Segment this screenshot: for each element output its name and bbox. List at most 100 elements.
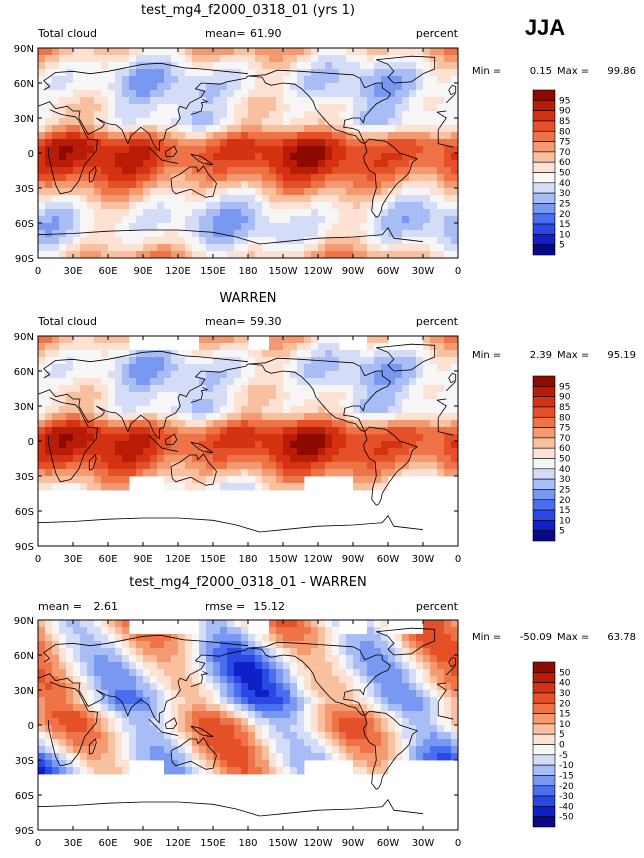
grid-cell: [304, 669, 312, 677]
grid-cell: [45, 188, 53, 196]
grid-cell: [269, 132, 277, 140]
grid-cell: [227, 195, 235, 203]
grid-cell: [437, 392, 445, 400]
grid-cell: [87, 132, 95, 140]
grid-cell: [332, 634, 340, 642]
min-label: Min =: [472, 632, 501, 643]
grid-cell: [444, 413, 452, 421]
grid-cell: [136, 641, 144, 649]
grid-cell: [353, 350, 361, 358]
grid-cell: [185, 448, 193, 456]
grid-cell: [437, 648, 445, 656]
grid-cell: [185, 244, 193, 252]
colorbar-swatch: [532, 764, 556, 776]
grid-cell: [395, 237, 403, 245]
grid-cell: [129, 704, 137, 712]
grid-cell: [297, 216, 305, 224]
grid-cell: [437, 739, 445, 747]
grid-cell: [409, 697, 417, 705]
grid-cell: [136, 718, 144, 726]
grid-cell: [66, 641, 74, 649]
grid-cell: [185, 767, 193, 775]
grid-cell: [178, 434, 186, 442]
grid-cell: [395, 139, 403, 147]
grid-cell: [115, 697, 123, 705]
grid-cell: [94, 760, 102, 768]
grid-cell: [283, 237, 291, 245]
grid-cell: [451, 244, 459, 252]
grid-cell: [339, 448, 347, 456]
grid-cell: [241, 627, 249, 635]
grid-cell: [304, 343, 312, 351]
grid-cell: [283, 655, 291, 663]
grid-cell: [269, 648, 277, 656]
grid-cell: [178, 83, 186, 91]
grid-cell: [367, 690, 375, 698]
grid-cell: [108, 237, 116, 245]
grid-cell: [73, 153, 81, 161]
grid-cell: [220, 697, 228, 705]
grid-cell: [276, 209, 284, 217]
grid-cell: [409, 125, 417, 133]
grid-cell: [388, 223, 396, 231]
grid-cell: [73, 90, 81, 98]
grid-cell: [220, 202, 228, 210]
grid-cell: [80, 378, 88, 386]
colorbar-swatch: [532, 744, 556, 756]
grid-cell: [255, 251, 263, 259]
grid-cell: [178, 104, 186, 112]
grid-cell: [381, 364, 389, 372]
grid-cell: [122, 385, 130, 393]
grid-cell: [73, 223, 81, 231]
grid-cell: [353, 132, 361, 140]
grid-cell: [122, 195, 130, 203]
grid-cell: [395, 118, 403, 126]
grid-cell: [80, 167, 88, 175]
grid-cell: [213, 216, 221, 224]
grid-cell: [353, 181, 361, 189]
grid-cell: [304, 620, 312, 628]
grid-cell: [241, 111, 249, 119]
grid-cell: [234, 336, 242, 344]
grid-cell: [297, 669, 305, 677]
grid-cell: [94, 48, 102, 56]
grid-cell: [248, 55, 256, 63]
grid-cell: [157, 350, 165, 358]
grid-cell: [451, 132, 459, 140]
grid-cell: [297, 244, 305, 252]
grid-cell: [423, 111, 431, 119]
grid-cell: [45, 223, 53, 231]
grid-cell: [381, 697, 389, 705]
grid-cell: [451, 427, 459, 435]
grid-cell: [360, 648, 368, 656]
grid-cell: [423, 378, 431, 386]
coastline: [43, 634, 249, 663]
grid-cell: [227, 174, 235, 182]
grid-cell: [80, 455, 88, 463]
grid-cell: [241, 476, 249, 484]
grid-cell: [367, 669, 375, 677]
grid-cell: [52, 662, 60, 670]
grid-cell: [339, 357, 347, 365]
grid-cell: [388, 434, 396, 442]
grid-cell: [346, 462, 354, 470]
grid-cell: [325, 753, 333, 761]
grid-cell: [192, 434, 200, 442]
grid-cell: [325, 350, 333, 358]
grid-cell: [220, 385, 228, 393]
grid-cell: [108, 153, 116, 161]
grid-cell: [185, 462, 193, 470]
grid-cell: [59, 648, 67, 656]
grid-cell: [353, 385, 361, 393]
grid-cell: [122, 350, 130, 358]
grid-cell: [311, 392, 319, 400]
grid-cell: [423, 718, 431, 726]
grid-cell: [360, 202, 368, 210]
grid-cell: [416, 746, 424, 754]
grid-cell: [255, 746, 263, 754]
grid-cell: [171, 655, 179, 663]
grid-cell: [108, 69, 116, 77]
grid-cell: [136, 655, 144, 663]
grid-cell: [297, 357, 305, 365]
grid-cell: [269, 399, 277, 407]
